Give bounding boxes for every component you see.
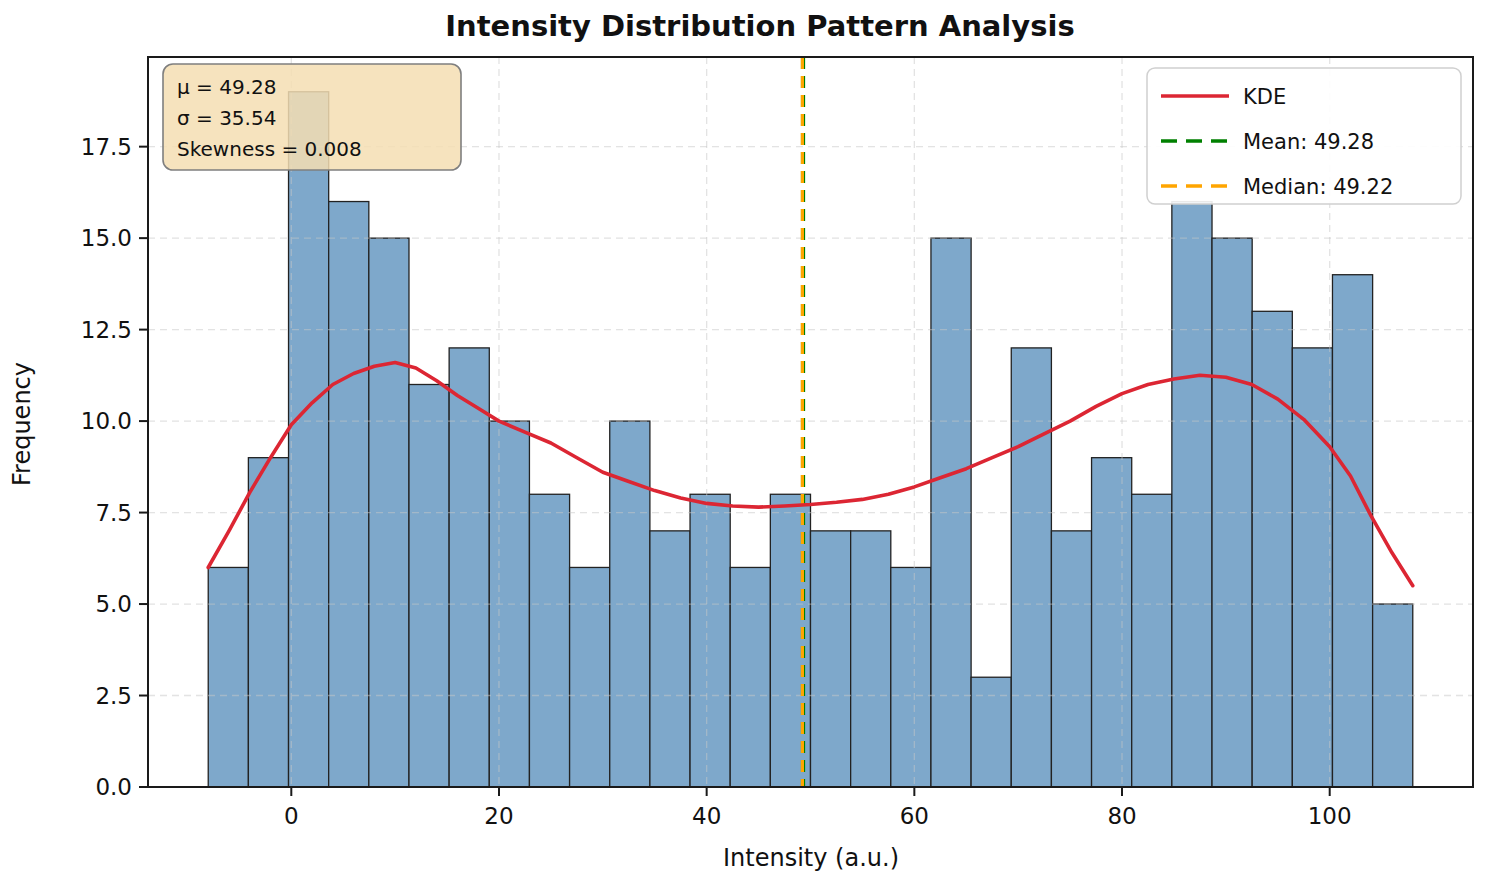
legend-median-label: Median: 49.22: [1243, 175, 1393, 199]
x-tick-label: 100: [1308, 803, 1352, 829]
x-tick-label: 0: [284, 803, 299, 829]
histogram-bar: [851, 531, 891, 787]
x-tick-label: 20: [484, 803, 513, 829]
histogram-chart: 0 20 40 60 80 100 0.0 2.5 5.0 7.5 10.0 12.5 15.0 17.5…: [0, 0, 1488, 890]
histogram-bar: [570, 567, 610, 787]
y-tick-label: 0.0: [95, 774, 132, 800]
histogram-bar: [690, 494, 730, 787]
y-tick-label: 15.0: [81, 225, 132, 251]
stats-skewness: Skewness = 0.008: [177, 137, 362, 161]
y-tick-label: 12.5: [81, 317, 132, 343]
histogram-bar: [1132, 494, 1172, 787]
stats-box: μ = 49.28 σ = 35.54 Skewness = 0.008: [163, 64, 461, 170]
chart-title: Intensity Distribution Pattern Analysis: [445, 9, 1074, 43]
stats-mu: μ = 49.28: [177, 75, 276, 99]
histogram-bar: [329, 202, 369, 787]
figure: 0 20 40 60 80 100 0.0 2.5 5.0 7.5 10.0 12.5 15.0 17.5…: [0, 0, 1488, 890]
y-tick-label: 5.0: [95, 591, 132, 617]
y-tick-label: 2.5: [95, 683, 132, 709]
histogram-bar: [409, 384, 449, 787]
histogram-bar: [1011, 348, 1051, 787]
histogram-bar: [208, 567, 248, 787]
histogram-bar: [289, 92, 329, 787]
y-tick-label: 10.0: [81, 408, 132, 434]
x-tick-label: 80: [1107, 803, 1136, 829]
x-tick-label: 60: [900, 803, 929, 829]
histogram-bar: [1332, 275, 1372, 787]
y-axis-label: Frequency: [8, 362, 36, 486]
histogram-bar: [1051, 531, 1091, 787]
histogram-bar: [891, 567, 931, 787]
legend-mean-label: Mean: 49.28: [1243, 130, 1374, 154]
histogram-bar: [1172, 202, 1212, 787]
histogram-bar: [1092, 458, 1132, 787]
histogram-bar: [449, 348, 489, 787]
histogram-bar: [811, 531, 851, 787]
x-tick-label: 40: [692, 803, 721, 829]
x-axis-label: Intensity (a.u.): [723, 844, 899, 872]
histogram-bar: [529, 494, 569, 787]
y-tick-label: 17.5: [81, 134, 132, 160]
histogram-bar: [971, 677, 1011, 787]
y-tick-label: 7.5: [95, 500, 132, 526]
histogram-bar: [248, 458, 288, 787]
stats-sigma: σ = 35.54: [177, 106, 276, 130]
histogram-bar: [1252, 311, 1292, 787]
histogram-bar: [650, 531, 690, 787]
legend: KDE Mean: 49.28 Median: 49.22: [1147, 68, 1461, 204]
histogram-bar: [730, 567, 770, 787]
legend-kde-label: KDE: [1243, 85, 1286, 109]
